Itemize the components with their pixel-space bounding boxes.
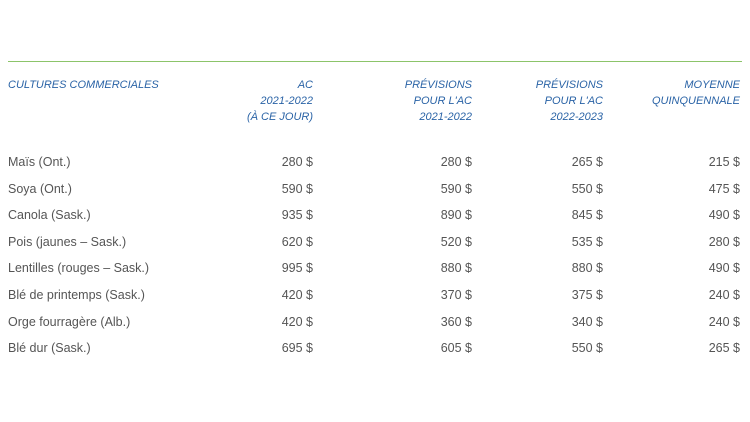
cell-value: 265 $ <box>708 341 740 356</box>
column-header: POUR L'AC <box>413 95 472 107</box>
cell-value: 215 $ <box>708 155 740 169</box>
cell-value: 420 $ <box>281 314 313 329</box>
row-label: Pois (jaunes – Sask.) <box>8 234 127 249</box>
cell-value: 375 $ <box>571 288 603 302</box>
header-rule <box>8 61 742 62</box>
column-header: 2021-2022 <box>260 95 313 107</box>
cell-value: 620 $ <box>281 234 313 249</box>
cell-value: 695 $ <box>281 341 313 356</box>
column-header: POUR L'AC <box>544 95 603 107</box>
cell-value: 280 $ <box>708 234 740 249</box>
column-header: 2022-2023 <box>550 111 603 123</box>
column-header: AC <box>297 79 313 91</box>
cell-value: 845 $ <box>571 208 603 223</box>
column-header: (À CE JOUR) <box>247 111 313 123</box>
cell-value: 475 $ <box>708 181 740 196</box>
cell-value: 935 $ <box>281 208 313 223</box>
row-label: Lentilles (rouges – Sask.) <box>8 261 150 276</box>
cell-value: 420 $ <box>281 288 313 302</box>
cell-value: 520 $ <box>440 234 472 249</box>
cell-value: 265 $ <box>571 155 603 169</box>
cell-value: 360 $ <box>440 314 472 329</box>
row-label: Blé de printemps (Sask.) <box>8 288 145 302</box>
cell-value: 880 $ <box>440 261 472 276</box>
row-label: Maïs (Ont.) <box>8 155 71 169</box>
row-label: Canola (Sask.) <box>8 208 91 223</box>
cell-value: 490 $ <box>708 261 740 276</box>
column-header: 2021-2022 <box>419 111 472 123</box>
row-label: Blé dur (Sask.) <box>8 341 91 356</box>
column-header: PRÉVISIONS <box>535 79 603 91</box>
column-header: PRÉVISIONS <box>404 79 472 91</box>
column-header: MOYENNE <box>684 79 740 91</box>
column-header: QUINQUENNALE <box>651 95 740 107</box>
cell-value: 340 $ <box>571 314 603 329</box>
cell-value: 280 $ <box>440 155 472 169</box>
cell-value: 550 $ <box>571 341 603 356</box>
cell-value: 880 $ <box>571 261 603 276</box>
cell-value: 590 $ <box>281 181 313 196</box>
row-label: Soya (Ont.) <box>8 181 72 196</box>
cell-value: 490 $ <box>708 208 740 223</box>
cell-value: 995 $ <box>281 261 313 276</box>
cell-value: 550 $ <box>571 181 603 196</box>
cell-value: 280 $ <box>281 155 313 169</box>
cell-value: 240 $ <box>708 314 740 329</box>
column-header: CULTURES COMMERCIALES <box>8 79 159 91</box>
cell-value: 535 $ <box>571 234 603 249</box>
cell-value: 890 $ <box>440 208 472 223</box>
cell-value: 240 $ <box>708 288 740 302</box>
cell-value: 605 $ <box>440 341 472 356</box>
cell-value: 590 $ <box>440 181 472 196</box>
cell-value: 370 $ <box>440 288 472 302</box>
row-label: Orge fourragère (Alb.) <box>8 314 131 329</box>
